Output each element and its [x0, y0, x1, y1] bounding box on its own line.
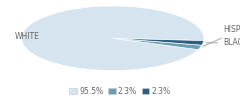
Wedge shape [22, 6, 204, 70]
Wedge shape [113, 38, 202, 50]
Legend: 95.5%, 2.3%, 2.3%: 95.5%, 2.3%, 2.3% [66, 83, 174, 99]
Text: BLACK: BLACK [206, 38, 240, 47]
Text: WHITE: WHITE [14, 32, 39, 41]
Wedge shape [113, 38, 204, 45]
Text: HISPANIC: HISPANIC [203, 25, 240, 46]
